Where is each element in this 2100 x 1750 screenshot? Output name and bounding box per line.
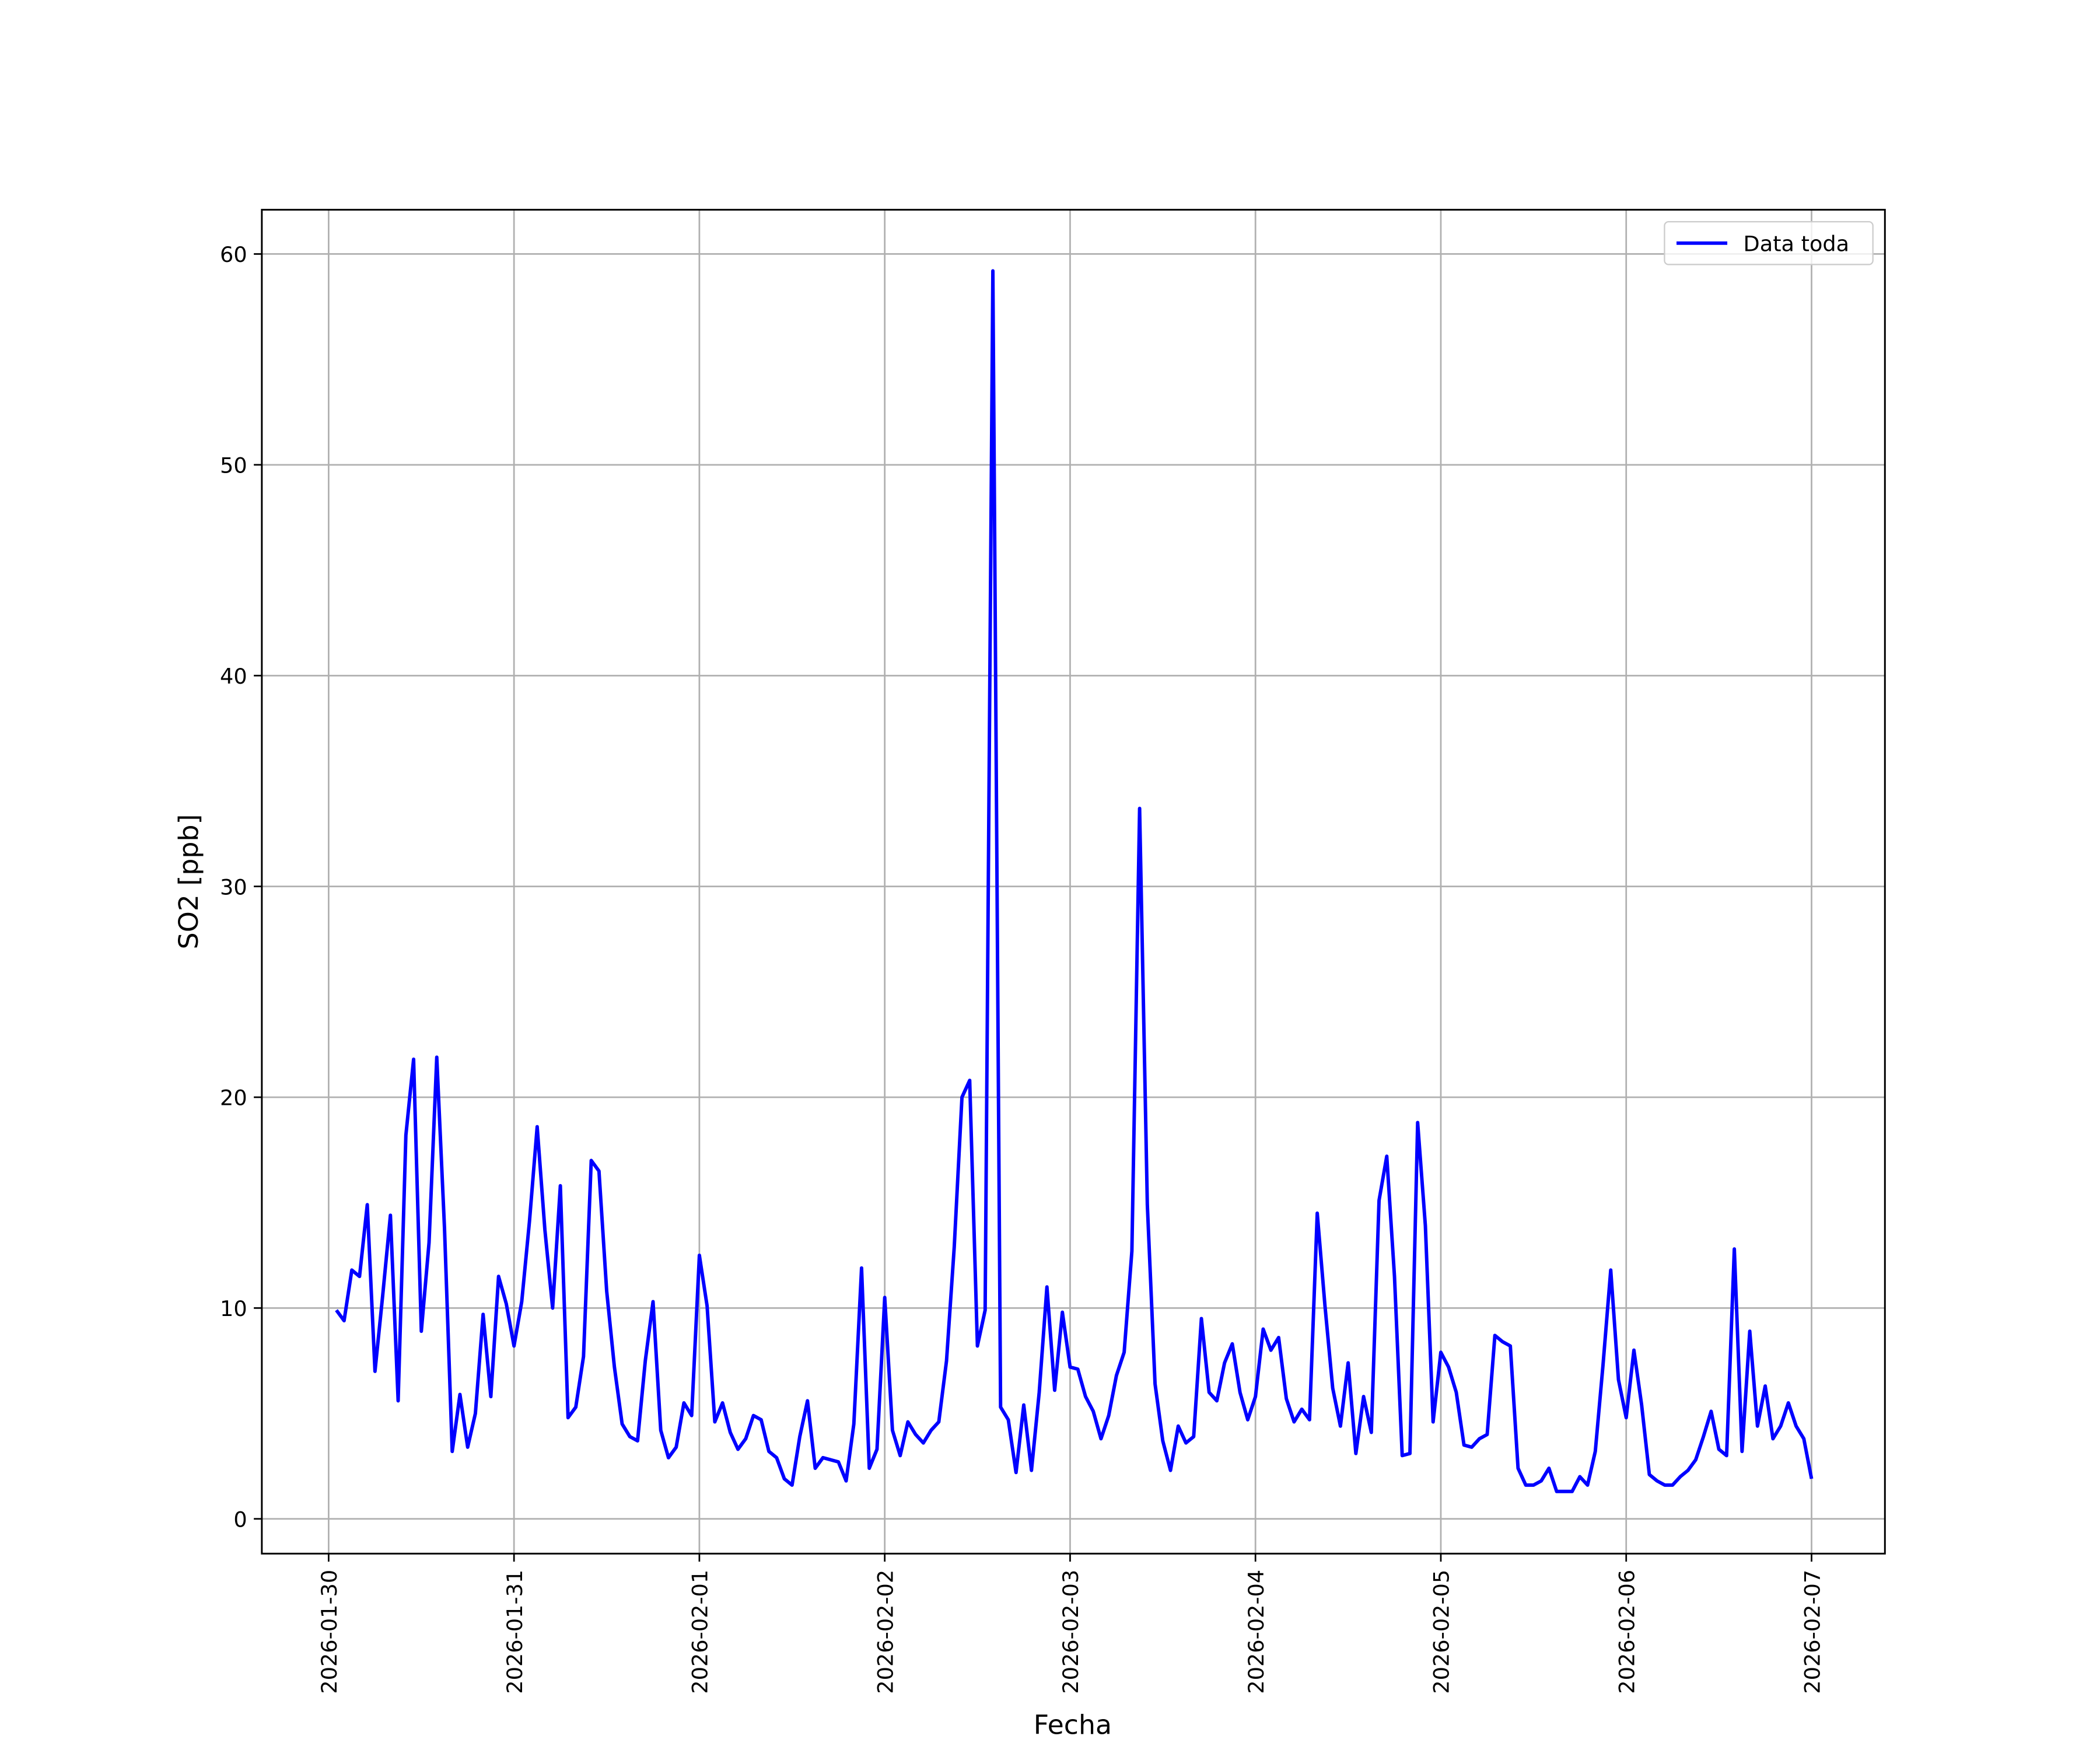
y-tick-label: 40 <box>220 664 247 689</box>
x-axis-label: Fecha <box>1034 1709 1112 1741</box>
y-tick-label: 10 <box>220 1296 247 1321</box>
x-tick-label: 2026-02-03 <box>1058 1570 1083 1694</box>
legend-label: Data toda <box>1744 232 1850 257</box>
axes-frame <box>261 209 1886 1555</box>
x-tick-label: 2026-02-07 <box>1800 1570 1825 1694</box>
x-tick-label: 2026-01-30 <box>317 1570 342 1694</box>
y-axis-label: SO2 [ppb] <box>173 814 204 950</box>
x-tick-label: 2026-02-04 <box>1244 1570 1269 1694</box>
y-tick-label: 20 <box>220 1086 247 1111</box>
x-tick-label: 2026-02-05 <box>1429 1570 1454 1694</box>
x-tick-label: 2026-02-02 <box>873 1570 898 1694</box>
x-tick-label: 2026-02-06 <box>1614 1570 1639 1694</box>
x-tick-label: 2026-02-01 <box>688 1570 713 1694</box>
y-tick-label: 50 <box>220 453 247 478</box>
plot-area <box>335 269 1814 1493</box>
legend-box <box>1664 221 1874 265</box>
x-tick-label: 2026-01-31 <box>502 1570 527 1694</box>
y-tick-label: 60 <box>220 242 247 267</box>
y-tick-label: 0 <box>233 1507 247 1532</box>
y-tick-label: 30 <box>220 874 247 900</box>
data-line <box>335 269 1814 1493</box>
